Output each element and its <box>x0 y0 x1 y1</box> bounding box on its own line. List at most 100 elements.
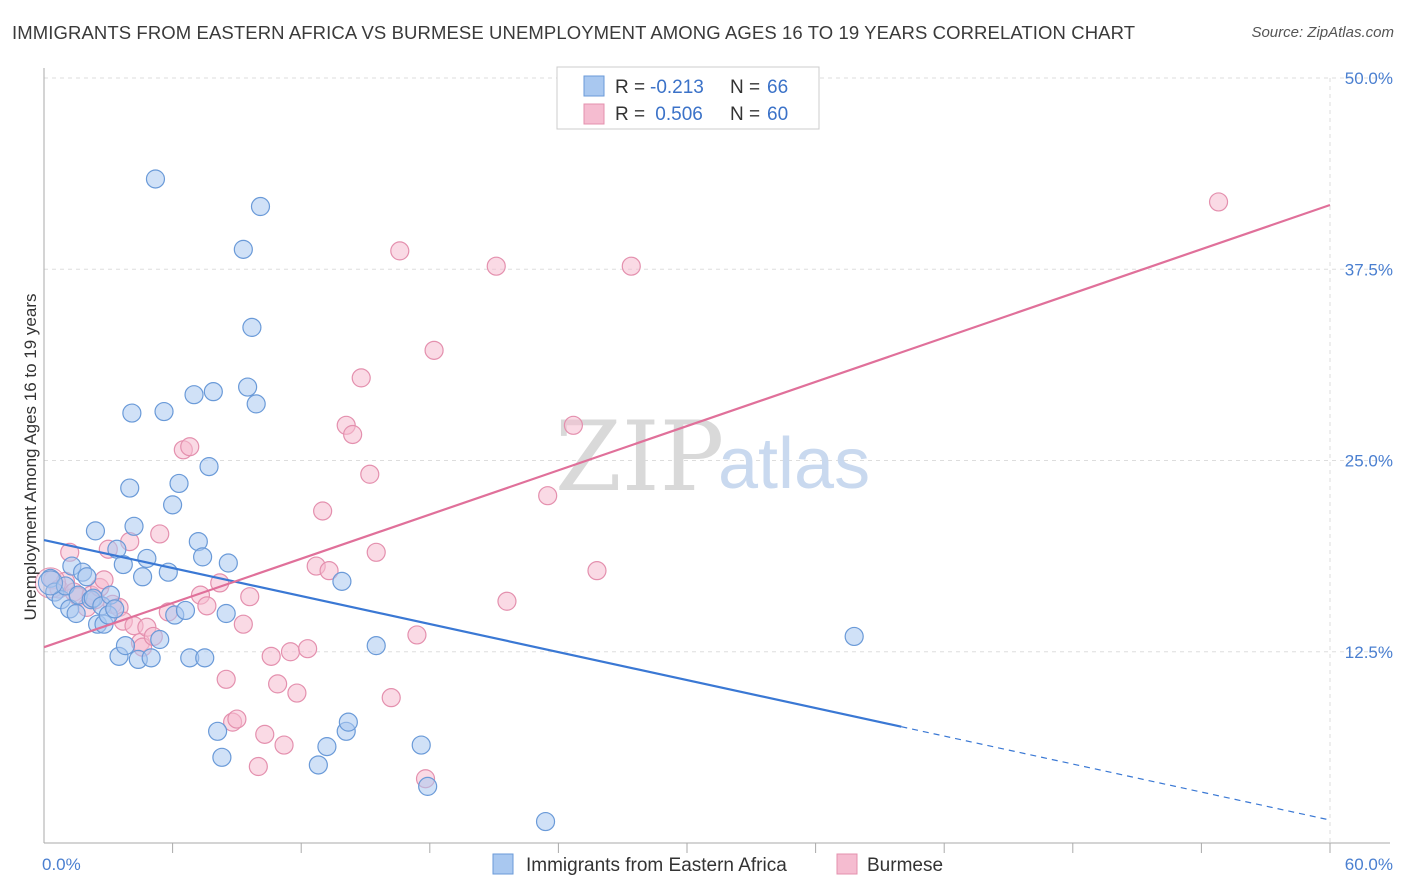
eastern-africa-trend-line <box>43 538 902 728</box>
legend-r-value-1: -0.213 <box>650 77 704 98</box>
eastern-africa-point-30 <box>145 169 166 189</box>
eastern-africa-point-43 <box>199 457 219 477</box>
eastern-africa-point-59 <box>366 636 386 656</box>
eastern-africa-point-44 <box>203 382 223 402</box>
burmese-point-45 <box>343 424 363 445</box>
eastern-africa-point-22 <box>115 636 136 656</box>
burmese-point-40 <box>298 639 318 659</box>
eastern-africa-point-52 <box>246 394 266 414</box>
eastern-africa-point-49 <box>233 239 253 259</box>
burmese-point-53 <box>424 340 444 360</box>
burmese-point-55 <box>497 591 517 611</box>
eastern-africa-point-46 <box>212 747 232 767</box>
watermark: ZIP atlas <box>555 401 870 513</box>
x-tick-label-0: 0.0% <box>42 855 81 874</box>
eastern-africa-point-55 <box>317 737 337 757</box>
watermark-atlas: atlas <box>718 424 870 504</box>
burmese-trend-line <box>43 203 1331 649</box>
burmese-point-49 <box>381 688 401 708</box>
x-tick-label-1: 60.0% <box>1345 855 1393 874</box>
series-swatch-pink <box>836 853 858 875</box>
eastern-africa-points <box>37 169 864 832</box>
burmese-point-58 <box>587 561 607 581</box>
eastern-africa-point-45 <box>208 721 228 741</box>
eastern-africa-point-56 <box>332 571 352 591</box>
eastern-africa-point-12 <box>85 521 106 541</box>
y-tick-label-2: 37.5% <box>1345 260 1393 279</box>
eastern-africa-point-50 <box>238 377 258 397</box>
burmese-point-33 <box>248 756 268 777</box>
eastern-africa-point-54 <box>308 755 328 775</box>
y-tick-label-1: 25.0% <box>1345 452 1393 471</box>
eastern-africa-point-63 <box>844 626 864 647</box>
burmese-point-42 <box>313 501 333 521</box>
legend-r-label-1: R = <box>615 77 645 98</box>
legend-r-value-2: 0.506 <box>650 104 703 125</box>
series-swatch-blue <box>492 853 514 875</box>
burmese-point-56 <box>538 486 558 506</box>
burmese-point-57 <box>563 415 584 435</box>
burmese-point-28 <box>216 669 236 689</box>
eastern-africa-point-42 <box>195 648 215 668</box>
y-tick-label-0: 12.5% <box>1345 643 1393 662</box>
burmese-point-36 <box>268 674 288 694</box>
eastern-africa-point-39 <box>184 385 204 405</box>
legend-n-label-1: N = <box>730 77 760 98</box>
burmese-point-37 <box>274 735 294 755</box>
source-label: Source: ZipAtlas.com <box>1251 24 1394 41</box>
burmese-point-54 <box>486 256 506 276</box>
eastern-africa-point-21 <box>113 554 133 575</box>
eastern-africa-point-9 <box>77 567 97 587</box>
eastern-africa-point-34 <box>163 495 183 515</box>
eastern-africa-point-51 <box>242 317 262 337</box>
eastern-africa-point-27 <box>132 567 153 587</box>
burmese-point-39 <box>287 683 307 703</box>
series-legend: Immigrants from Eastern Africa Burmese <box>492 853 943 876</box>
eastern-africa-trend-extension <box>901 726 1331 821</box>
burmese-point-26 <box>197 596 217 616</box>
eastern-africa-point-48 <box>218 553 238 573</box>
y-tick-labels: 12.5% 25.0% 37.5% 50.0% <box>1345 69 1393 662</box>
burmese-point-32 <box>240 587 260 607</box>
y-tick-label-3: 50.0% <box>1345 69 1393 88</box>
eastern-africa-point-62 <box>535 811 556 832</box>
series-label-burmese: Burmese <box>867 855 943 876</box>
burmese-point-48 <box>366 542 386 562</box>
eastern-africa-point-37 <box>175 600 196 621</box>
eastern-africa-point-58 <box>338 712 358 732</box>
eastern-africa-point-53 <box>250 196 271 217</box>
legend-r-label-2: R = <box>615 104 645 125</box>
correlation-legend: R = -0.213 N = 66 R = 0.506 N = 60 <box>556 66 820 130</box>
burmese-point-46 <box>351 368 371 388</box>
eastern-africa-point-61 <box>418 776 438 796</box>
burmese-point-47 <box>360 464 380 484</box>
legend-n-label-2: N = <box>730 104 760 125</box>
legend-swatch-pink <box>583 103 605 125</box>
burmese-point-59 <box>621 256 641 276</box>
burmese-point-60 <box>1208 192 1229 212</box>
eastern-africa-cluster <box>37 570 63 596</box>
burmese-point-31 <box>233 614 253 634</box>
burmese-point-34 <box>255 724 275 744</box>
watermark-zip: ZIP <box>555 401 724 513</box>
eastern-africa-point-29 <box>141 648 161 668</box>
eastern-africa-point-47 <box>216 603 236 624</box>
burmese-point-43 <box>319 561 339 581</box>
burmese-point-51 <box>407 625 427 645</box>
trend-lines <box>43 203 1331 821</box>
series-label-eastern-africa: Immigrants from Eastern Africa <box>526 855 787 876</box>
burmese-point-38 <box>280 642 301 662</box>
eastern-africa-point-41 <box>193 547 213 567</box>
burmese-point-35 <box>261 646 281 666</box>
eastern-africa-point-31 <box>150 629 170 650</box>
burmese-point-21 <box>150 524 170 544</box>
eastern-africa-point-24 <box>122 403 142 423</box>
eastern-africa-point-25 <box>124 516 144 536</box>
burmese-point-50 <box>390 241 410 261</box>
eastern-africa-point-32 <box>154 401 174 422</box>
chart-title: IMMIGRANTS FROM EASTERN AFRICA VS BURMES… <box>12 22 1136 43</box>
eastern-africa-point-60 <box>411 735 431 755</box>
legend-swatch-blue <box>583 75 605 97</box>
legend-n-value-1: 66 <box>767 77 788 98</box>
